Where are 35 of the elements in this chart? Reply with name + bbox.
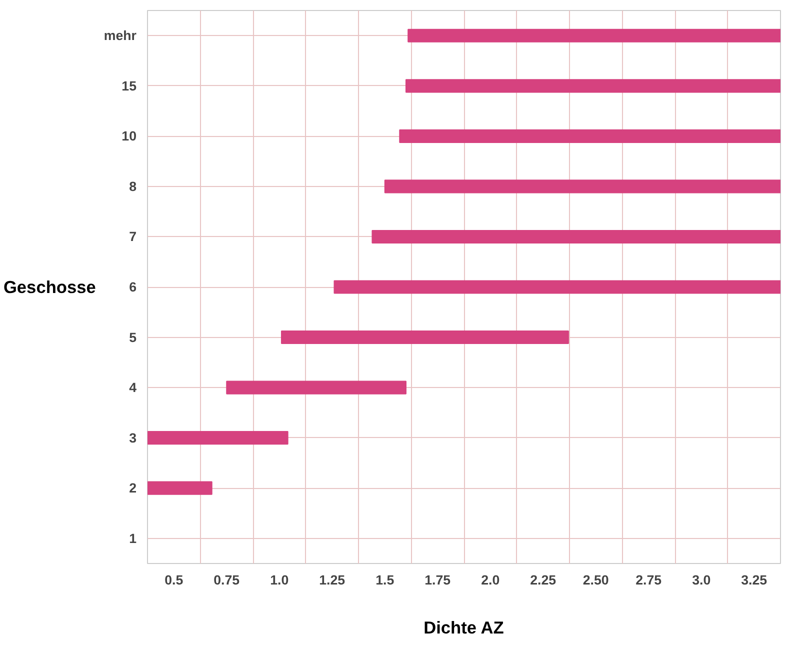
bar xyxy=(408,28,780,42)
y-tick-label: 2 xyxy=(129,480,137,496)
x-tick-label: 1.75 xyxy=(424,572,452,588)
y-tick-label: 3 xyxy=(129,430,137,446)
x-tick-label: 1.25 xyxy=(319,572,346,588)
bar xyxy=(399,129,780,143)
x-tick-label: 3.25 xyxy=(741,572,768,588)
x-tick-label: 2.0 xyxy=(481,572,500,588)
bar xyxy=(372,230,780,244)
bar xyxy=(384,180,780,194)
y-tick-label: 8 xyxy=(129,178,137,194)
x-tick-label: 0.5 xyxy=(164,572,184,588)
bar xyxy=(148,481,212,495)
bar xyxy=(334,280,780,294)
y-tick-label: 5 xyxy=(129,330,138,345)
y-tick-label: 1 xyxy=(129,530,138,546)
x-tick-label: 1.5 xyxy=(376,572,395,588)
x-tick-label: 0.75 xyxy=(214,572,240,588)
x-tick-label: 2.75 xyxy=(636,572,662,588)
x-tick-label: 1.0 xyxy=(270,572,289,588)
x-tick-label: 2.50 xyxy=(582,572,609,588)
x-tick-label: 2.25 xyxy=(530,572,557,588)
y-tick-label: 10 xyxy=(122,128,137,144)
bar xyxy=(405,79,780,93)
x-tick-label: 3.0 xyxy=(692,572,711,588)
y-tick-label: 6 xyxy=(129,280,137,294)
bar xyxy=(226,380,406,394)
y-tick-label: mehr xyxy=(104,28,136,44)
y-tick-label: 4 xyxy=(129,380,138,396)
y-tick-label: 7 xyxy=(129,229,137,244)
y-tick-label: 15 xyxy=(122,78,138,94)
bar xyxy=(148,431,288,445)
bar xyxy=(280,330,569,344)
y-axis-title: Geschosse xyxy=(3,277,96,297)
x-axis-title: Dichte AZ xyxy=(424,618,504,638)
